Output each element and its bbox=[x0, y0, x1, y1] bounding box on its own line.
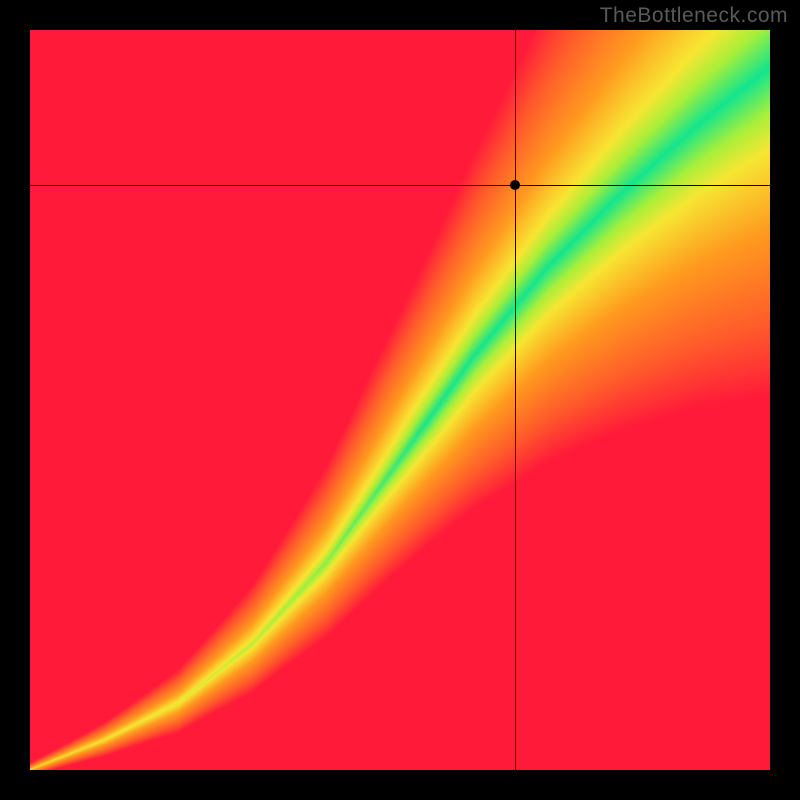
watermark-text: TheBottleneck.com bbox=[600, 4, 788, 28]
intersection-marker bbox=[510, 180, 520, 190]
heatmap-canvas bbox=[30, 30, 770, 770]
crosshair-vertical bbox=[515, 30, 516, 770]
plot-area bbox=[30, 30, 770, 770]
crosshair-horizontal bbox=[30, 185, 770, 186]
